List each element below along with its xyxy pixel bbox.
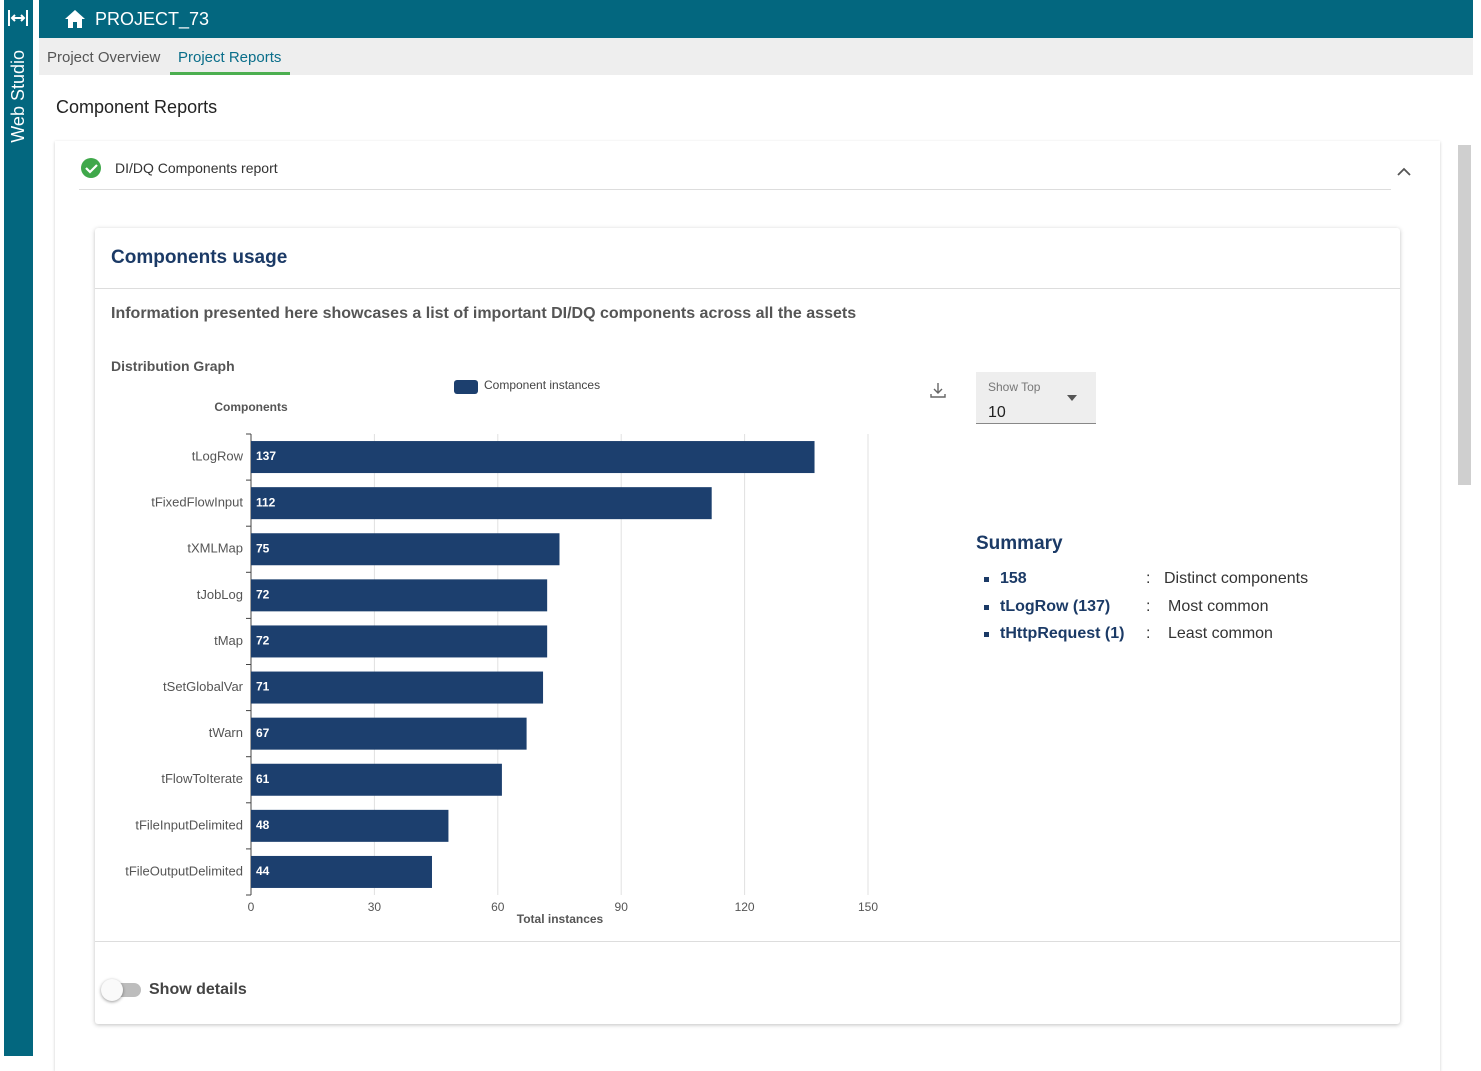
summary-label: Least common: [1168, 625, 1273, 643]
panel-title: DI/DQ Components report: [115, 160, 278, 176]
summary-title: Summary: [976, 533, 1063, 555]
divider: [95, 288, 1400, 289]
show-top-select[interactable]: Show Top 10: [976, 372, 1096, 424]
sidebar: [4, 0, 33, 1056]
dropdown-arrow: [1066, 394, 1078, 402]
download-icon[interactable]: [929, 381, 947, 399]
collapse-icon[interactable]: [1396, 166, 1412, 178]
sidebar-title: Web Studio: [8, 50, 29, 143]
summary-separator: :: [1146, 570, 1150, 588]
top-bar: [39, 0, 1473, 38]
bullet: [984, 577, 989, 582]
select-label: Show Top: [988, 380, 1040, 394]
logo-icon: [7, 8, 29, 28]
summary-value: tHttpRequest (1): [1000, 625, 1124, 643]
divider: [79, 189, 1391, 190]
summary-label: Distinct components: [1164, 570, 1308, 588]
summary-separator: :: [1146, 625, 1150, 643]
divider: [95, 941, 1400, 942]
tab-active[interactable]: Project Reports: [178, 49, 281, 66]
bullet: [984, 632, 989, 637]
scrollbar[interactable]: [1458, 145, 1471, 485]
summary-label: Most common: [1168, 598, 1268, 616]
tab[interactable]: Project Overview: [47, 49, 160, 66]
toggle-knob[interactable]: [101, 979, 123, 1001]
card-title: Components usage: [111, 247, 287, 269]
home-icon[interactable]: [64, 9, 86, 29]
card-description: Information presented here showcases a l…: [111, 305, 856, 323]
chart-title: Distribution Graph: [111, 358, 235, 374]
toggle-label: Show details: [149, 981, 247, 999]
summary-value: 158: [1000, 570, 1027, 588]
summary-value: tLogRow (137): [1000, 598, 1110, 616]
tab-underline: [170, 72, 290, 75]
project-name: PROJECT_73: [95, 9, 209, 30]
check-icon: [80, 157, 102, 179]
bullet: [984, 605, 989, 610]
select-value: 10: [988, 404, 1006, 422]
page-title: Component Reports: [56, 97, 217, 118]
summary-separator: :: [1146, 598, 1150, 616]
